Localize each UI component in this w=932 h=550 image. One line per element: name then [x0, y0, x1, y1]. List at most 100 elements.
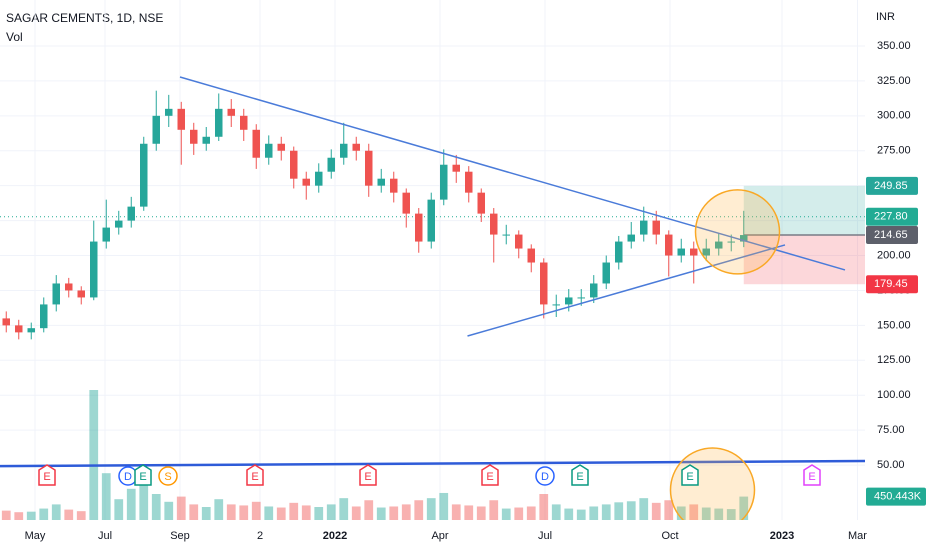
candle-body [440, 164, 448, 200]
volume-bar [576, 509, 586, 520]
y-tick-label: 350.00 [877, 40, 911, 52]
event-icon [803, 464, 821, 486]
candle-body [515, 234, 523, 249]
volume-bar [401, 504, 411, 520]
candle-body [427, 199, 435, 242]
candle-body [165, 108, 173, 116]
candle-body [702, 248, 710, 256]
candle-body [402, 192, 410, 214]
y-tick-label: 325.00 [877, 75, 911, 87]
event-label: D [124, 471, 132, 483]
volume-bar [14, 512, 24, 520]
candle-body [290, 150, 298, 179]
candle-body [65, 283, 73, 291]
volume-bar [76, 511, 86, 520]
volume-bar [376, 507, 386, 520]
volume-bar [601, 504, 611, 520]
event-icon [246, 464, 264, 486]
candle-body [640, 220, 648, 235]
x-tick-label: 2 [257, 530, 263, 542]
volume-bar [64, 509, 74, 520]
candle-body [77, 290, 85, 298]
candle-body [265, 143, 273, 158]
event-icon [571, 464, 589, 486]
y-tick-label: 75.00 [877, 424, 905, 436]
volume-bar [151, 494, 161, 520]
candle-body [415, 213, 423, 242]
candle-body [502, 234, 510, 236]
candle-body [615, 241, 623, 263]
price-label: 214.65 [874, 229, 908, 241]
candle-body [390, 178, 398, 193]
price-label-box [866, 275, 918, 294]
volume-bar [689, 504, 699, 520]
candle-body [602, 262, 610, 284]
volume-bar [314, 507, 324, 520]
x-tick-label: 2022 [323, 530, 347, 542]
candle-body [477, 192, 485, 214]
event-icon [38, 464, 56, 486]
target-zone [743, 185, 865, 236]
candle-body [352, 143, 360, 151]
chart-title: SAGAR CEMENTS, 1D, NSE [6, 11, 163, 25]
candle-body [177, 108, 185, 130]
volume-bar [426, 498, 436, 520]
volume-label: 450.443K [874, 490, 922, 502]
volume-bar [339, 498, 349, 520]
y-tick-label: 100.00 [877, 389, 911, 401]
candle-body [465, 171, 473, 193]
volume-bar [39, 508, 49, 520]
event-icon [681, 464, 699, 486]
event-label: D [541, 471, 549, 483]
y-tick-label: 150.00 [877, 319, 911, 331]
candle-body [52, 283, 60, 305]
volume-bar [189, 504, 199, 520]
x-tick-label: Sep [170, 530, 190, 542]
candle-body [552, 304, 560, 306]
candle-body [302, 178, 310, 186]
candle-body [140, 143, 148, 207]
volume-bar [651, 502, 661, 520]
candle-body [277, 143, 285, 151]
volume-bar [176, 496, 186, 520]
volume-bar [289, 502, 299, 520]
candle-body [490, 213, 498, 235]
x-tick-label: May [25, 530, 46, 542]
candle-body [90, 241, 98, 298]
volume-bar [451, 504, 461, 520]
volume-bar [364, 500, 374, 520]
volume-bar [714, 508, 724, 520]
volume-bar [89, 390, 99, 520]
volume-bar [239, 505, 249, 520]
y-tick-label: 200.00 [877, 249, 911, 261]
volume-bar [251, 501, 261, 520]
volume-bar [264, 506, 274, 520]
volume-bar [139, 483, 149, 520]
event-label: E [43, 471, 50, 483]
volume-bar [164, 501, 174, 520]
candle-body [740, 235, 748, 242]
candle-body [315, 171, 323, 186]
candle-body [152, 115, 160, 144]
price-label: 227.80 [874, 211, 908, 223]
x-tick-label: Jul [538, 530, 552, 542]
price-label-box [866, 207, 918, 226]
volume-bar [489, 500, 499, 520]
volume-bar [26, 511, 36, 520]
candle-body [15, 325, 23, 333]
candle-body [40, 304, 48, 329]
y-tick-label: 275.00 [877, 145, 911, 157]
candle-body [115, 220, 123, 228]
volume-bar [439, 492, 449, 520]
candle-body [127, 206, 135, 221]
candle-body [727, 241, 735, 243]
x-tick-label: Jul [98, 530, 112, 542]
event-label: E [576, 471, 583, 483]
candle-body [690, 248, 698, 256]
volume-bar [501, 508, 511, 520]
volume-title: Vol [6, 30, 23, 44]
candle-body [540, 262, 548, 305]
volume-bar [701, 507, 711, 520]
highlight-circle [669, 447, 756, 520]
